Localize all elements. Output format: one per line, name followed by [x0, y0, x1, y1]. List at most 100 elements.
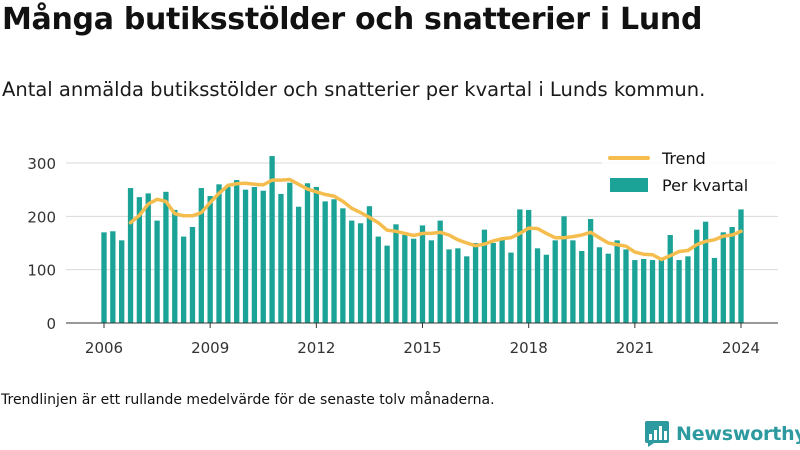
bar [180, 236, 187, 323]
bar [163, 191, 169, 323]
bar-series-per-kvartal [101, 156, 744, 323]
legend: Trend Per kvartal [602, 147, 778, 203]
footnote: Trendlinjen är ett rullande medelvärde f… [1, 392, 495, 408]
bar [570, 240, 576, 323]
bar [384, 245, 390, 323]
y-axis-tick-labels: 0 100 200 300 [27, 155, 56, 333]
bar [101, 232, 107, 323]
legend-per-kvartal-label: Per kvartal [662, 176, 748, 195]
y-tick-label: 200 [27, 208, 56, 226]
bar [472, 243, 479, 323]
bar [614, 240, 620, 323]
bar [552, 240, 558, 323]
bar [172, 209, 178, 323]
brand-name: Newsworthy [676, 423, 800, 445]
bar [517, 209, 523, 323]
bar [269, 156, 275, 323]
bar [632, 260, 638, 323]
bar [623, 249, 629, 323]
bar [605, 253, 611, 323]
bar [720, 232, 726, 323]
bar [198, 188, 204, 323]
bar [340, 208, 346, 323]
bar [455, 248, 461, 323]
y-tick-label: 0 [46, 315, 56, 333]
bar [349, 220, 355, 323]
bar [189, 227, 196, 323]
x-tick-label: 2021 [616, 339, 654, 357]
bar [225, 187, 231, 323]
x-tick-label: 2018 [510, 339, 548, 357]
bar [234, 180, 240, 323]
bar [534, 248, 541, 323]
bar [419, 225, 426, 323]
bar [136, 197, 143, 323]
bar [304, 183, 311, 323]
x-tick-label: 2024 [722, 339, 760, 357]
bar [490, 243, 496, 323]
bar [207, 196, 213, 323]
bar [437, 220, 443, 323]
bar [331, 199, 337, 323]
bar [313, 187, 319, 323]
bar [216, 184, 222, 323]
bar [145, 193, 151, 323]
bar [499, 237, 505, 323]
bar [428, 240, 435, 323]
bar [402, 235, 408, 323]
bar [357, 223, 364, 323]
bar [702, 221, 709, 323]
bar [587, 219, 594, 323]
legend-trend-label: Trend [661, 149, 706, 168]
bar [685, 256, 691, 323]
bar [641, 259, 647, 323]
bar [649, 260, 656, 323]
bar [729, 227, 735, 323]
bar [322, 201, 328, 323]
bar [676, 260, 682, 323]
bar [110, 231, 116, 323]
bar [119, 240, 125, 323]
bar [711, 257, 718, 323]
bar [481, 229, 488, 323]
y-tick-label: 100 [27, 262, 56, 280]
bar [446, 249, 452, 323]
bar [287, 182, 293, 323]
bar [366, 206, 373, 323]
x-axis [66, 322, 778, 328]
bar [596, 247, 603, 323]
bar [251, 187, 258, 323]
bar [561, 216, 567, 323]
chart-title: Många butiksstölder och snatterier i Lun… [2, 2, 703, 37]
bar [260, 190, 266, 323]
bar [295, 206, 302, 323]
bar [393, 224, 399, 323]
bar [738, 209, 744, 323]
chart-subtitle: Antal anmälda butiksstölder och snatteri… [2, 78, 706, 101]
trend-line [128, 177, 743, 262]
bar [154, 220, 160, 323]
bar [694, 229, 700, 323]
x-tick-label: 2015 [403, 339, 441, 357]
bar [508, 252, 514, 323]
x-tick-label: 2012 [297, 339, 335, 357]
bar [242, 189, 249, 323]
legend-per-kvartal-swatch [610, 178, 648, 192]
bar [410, 238, 417, 323]
brand: Newsworthy [644, 420, 800, 448]
bar [543, 254, 550, 323]
bar [658, 259, 665, 323]
line-series-trend [128, 177, 743, 262]
x-tick-label: 2009 [191, 339, 229, 357]
x-tick-label: 2006 [85, 339, 123, 357]
x-axis-tick-labels: 2006 2009 2012 2015 2018 2021 2024 [85, 339, 760, 357]
y-tick-label: 300 [27, 155, 56, 173]
bar [127, 188, 134, 323]
bar [464, 256, 470, 323]
bar [278, 193, 284, 323]
newsworthy-logo-icon [645, 421, 669, 447]
bar [667, 235, 673, 323]
bar [375, 236, 381, 323]
bar [526, 209, 532, 323]
